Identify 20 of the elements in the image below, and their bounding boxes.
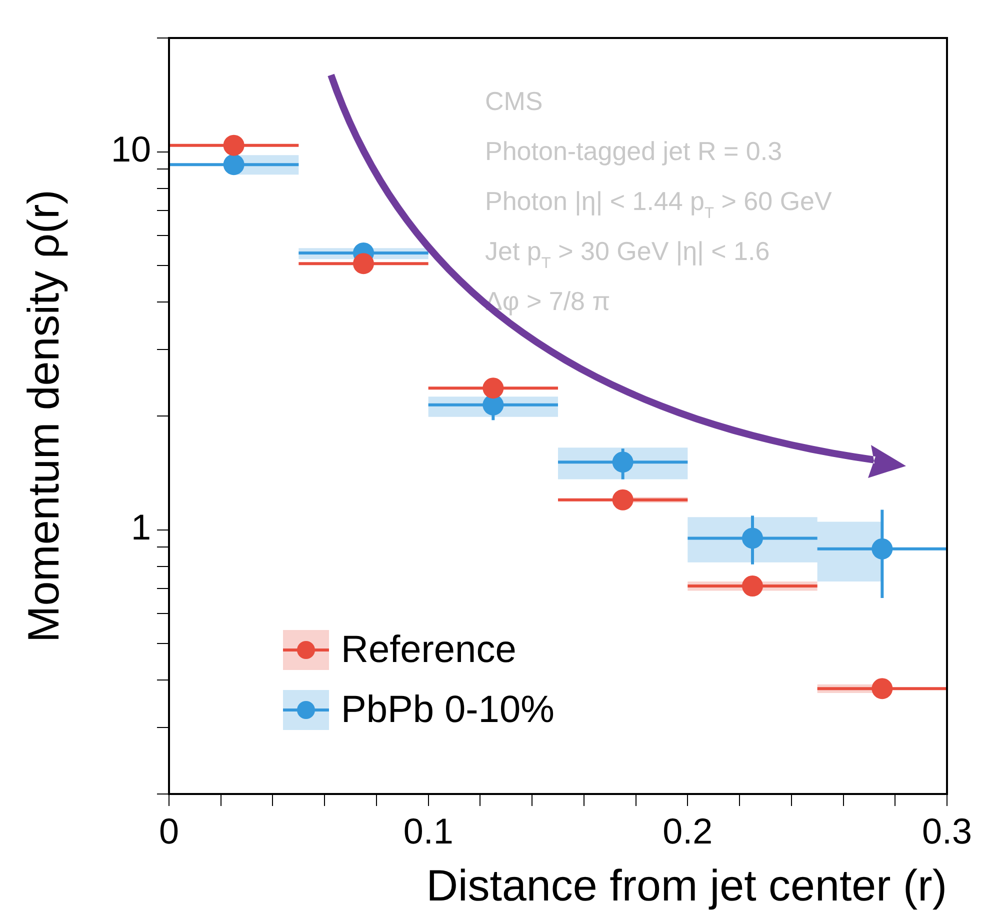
y-tick-label: 1 [130, 506, 151, 548]
point [872, 678, 893, 700]
legend-label: PbPb 0-10% [341, 688, 554, 732]
point [742, 576, 763, 597]
point [482, 378, 504, 399]
x-axis-title: Distance from jet center (r) [426, 862, 947, 911]
x-tick-label: 0.2 [662, 810, 713, 852]
point [353, 253, 374, 274]
x-tick-label: 0.3 [922, 810, 972, 852]
x-tick-label: 0.1 [403, 810, 454, 852]
y-axis-title: Momentum density ρ(r) [20, 190, 69, 642]
y-tick-label: 10 [110, 128, 151, 170]
point [612, 489, 634, 510]
point [742, 528, 763, 549]
point [223, 134, 244, 156]
x-tick-label: 0 [158, 810, 180, 852]
point [223, 154, 244, 176]
point [872, 538, 893, 560]
legend-label: Reference [341, 628, 516, 672]
point [612, 452, 634, 473]
